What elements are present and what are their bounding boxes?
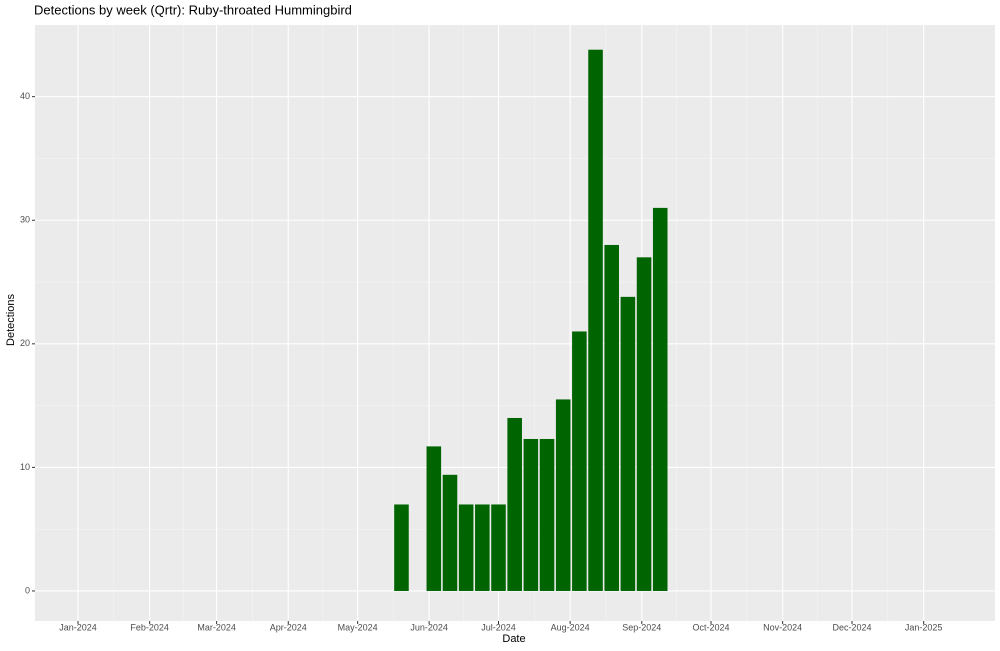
bar <box>475 504 490 591</box>
x-tick-label: Jul-2024 <box>481 622 516 632</box>
x-axis-label: Date <box>502 633 525 645</box>
bar <box>394 504 409 591</box>
bar <box>507 417 522 591</box>
x-tick-label: Feb-2024 <box>130 622 169 632</box>
y-tick-label: 20 <box>20 338 30 348</box>
bar <box>588 49 603 591</box>
x-tick-label: Nov-2024 <box>763 622 802 632</box>
y-tick-label: 10 <box>20 462 30 472</box>
y-tick-label: 0 <box>25 585 30 595</box>
y-tick-label: 40 <box>20 91 30 101</box>
chart-title: Detections by week (Qrtr): Ruby-throated… <box>34 2 352 17</box>
bar <box>426 446 442 591</box>
y-axis-label: Detections <box>5 294 17 346</box>
x-tick-label: Dec-2024 <box>833 622 872 632</box>
bar <box>604 244 619 591</box>
x-tick-label: Jan-2024 <box>59 622 97 632</box>
x-tick-label: Sep-2024 <box>622 622 661 632</box>
x-tick-label: Jan-2025 <box>905 622 943 632</box>
bar <box>652 207 668 591</box>
x-tick-label: May-2024 <box>338 622 378 632</box>
y-tick-label: 30 <box>20 215 30 225</box>
x-tick-label: Apr-2024 <box>270 622 307 632</box>
x-tick-label: Oct-2024 <box>692 622 729 632</box>
x-tick-label: Aug-2024 <box>551 622 590 632</box>
bar <box>491 504 506 591</box>
x-tick-label: Jun-2024 <box>410 622 448 632</box>
bar <box>539 438 555 591</box>
bar <box>442 474 458 591</box>
bar <box>555 399 571 591</box>
bar <box>458 504 474 591</box>
bar <box>636 257 652 591</box>
bar <box>572 331 587 591</box>
x-tick-label: Mar-2024 <box>197 622 236 632</box>
bar <box>620 296 636 591</box>
bar <box>523 438 539 591</box>
